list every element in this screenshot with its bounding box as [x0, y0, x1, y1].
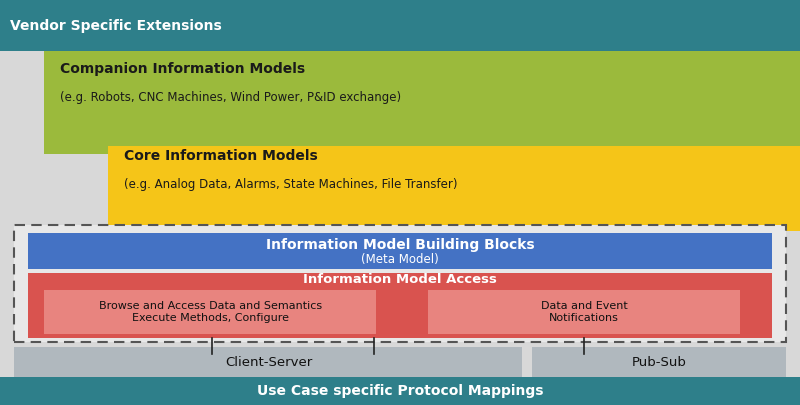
- Bar: [532, 347, 786, 377]
- Text: Browse and Access Data and Semantics
Execute Methods, Configure: Browse and Access Data and Semantics Exe…: [99, 301, 322, 323]
- Bar: [108, 146, 800, 231]
- Text: (Meta Model): (Meta Model): [361, 253, 439, 266]
- Bar: [44, 51, 800, 154]
- Text: (e.g. Analog Data, Alarms, State Machines, File Transfer): (e.g. Analog Data, Alarms, State Machine…: [124, 178, 458, 191]
- Bar: [14, 225, 786, 342]
- Text: (e.g. Robots, CNC Machines, Wind Power, P&ID exchange): (e.g. Robots, CNC Machines, Wind Power, …: [60, 91, 401, 104]
- Text: Core Information Models: Core Information Models: [124, 149, 318, 163]
- Text: Client-Server: Client-Server: [225, 356, 313, 369]
- Text: Information Model Access: Information Model Access: [303, 273, 497, 286]
- Text: Pub-Sub: Pub-Sub: [632, 356, 686, 369]
- Bar: [428, 290, 740, 334]
- Text: Information Model Building Blocks: Information Model Building Blocks: [266, 238, 534, 252]
- Bar: [28, 273, 772, 338]
- Bar: [44, 290, 376, 334]
- Text: Vendor Specific Extensions: Vendor Specific Extensions: [10, 19, 222, 33]
- Bar: [0, 0, 800, 51]
- Text: Companion Information Models: Companion Information Models: [60, 62, 305, 76]
- Text: Data and Event
Notifications: Data and Event Notifications: [541, 301, 627, 323]
- Bar: [14, 347, 522, 377]
- Bar: [28, 233, 772, 269]
- Bar: [0, 377, 800, 405]
- Text: Use Case specific Protocol Mappings: Use Case specific Protocol Mappings: [257, 384, 543, 398]
